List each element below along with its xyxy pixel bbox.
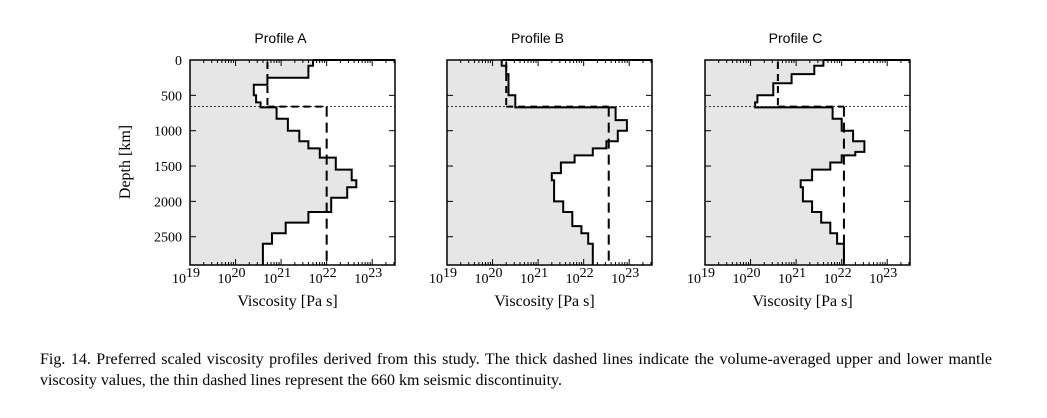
viscosity-profile-line bbox=[754, 60, 866, 265]
plot-frame bbox=[446, 59, 653, 266]
panel-title: Profile B bbox=[511, 30, 564, 46]
y-axis-label: Depth [km] bbox=[117, 125, 134, 199]
x-tick-label: 1021 bbox=[778, 266, 806, 287]
x-tick-label: 1020 bbox=[218, 266, 246, 287]
x-tick-label: 1019 bbox=[687, 266, 715, 287]
panel-a: Profile A 1019 1020 1021 1022 1023 Viscosity [… bbox=[172, 30, 396, 310]
y-tick-label: 2000 bbox=[154, 195, 182, 210]
x-axis-label: Viscosity [Pa s] bbox=[752, 293, 852, 310]
x-tick-label: 1020 bbox=[475, 266, 503, 287]
panel-title: Profile A bbox=[254, 30, 307, 46]
plot-frame bbox=[704, 59, 911, 266]
viscosity-profile-line bbox=[252, 60, 358, 265]
x-tick-label: 1021 bbox=[263, 266, 291, 287]
y-tick-label: 1000 bbox=[154, 125, 182, 140]
x-tick-label: 1023 bbox=[611, 266, 639, 287]
x-tick-label: 1022 bbox=[824, 266, 852, 287]
x-axis-label: Viscosity [Pa s] bbox=[494, 293, 594, 310]
x-axis-label: Viscosity [Pa s] bbox=[237, 293, 337, 310]
profile-panels: Profile A 1019 1020 1021 1022 1023 Viscosity [… bbox=[154, 30, 911, 310]
panel-c: Profile C 1019 1020 1021 1022 1023 Viscosity [… bbox=[687, 30, 911, 310]
y-tick-label: 0 bbox=[175, 54, 182, 69]
x-tick-label: 1022 bbox=[566, 266, 594, 287]
x-tick-label: 1023 bbox=[354, 266, 382, 287]
x-tick-label: 1023 bbox=[869, 266, 897, 287]
profile-shading bbox=[447, 60, 627, 265]
panel-b: Profile B 1019 1020 1021 1022 1023 Viscosity [… bbox=[429, 30, 653, 310]
x-tick-label: 1021 bbox=[520, 266, 548, 287]
x-tick-label: 1020 bbox=[733, 266, 761, 287]
profile-shading bbox=[705, 60, 865, 265]
viscosity-profile-line bbox=[500, 60, 628, 265]
y-tick-label: 1500 bbox=[154, 160, 182, 175]
x-tick-label: 1019 bbox=[172, 266, 200, 287]
figure-caption: Fig. 14. Preferred scaled viscosity prof… bbox=[40, 351, 992, 389]
y-tick-label: 500 bbox=[161, 89, 182, 104]
x-tick-label: 1022 bbox=[309, 266, 337, 287]
x-tick-label: 1019 bbox=[429, 266, 457, 287]
panel-title: Profile C bbox=[769, 30, 823, 46]
plot-frame bbox=[189, 59, 396, 266]
profile-shading bbox=[190, 60, 357, 265]
y-tick-label: 2500 bbox=[154, 231, 182, 246]
